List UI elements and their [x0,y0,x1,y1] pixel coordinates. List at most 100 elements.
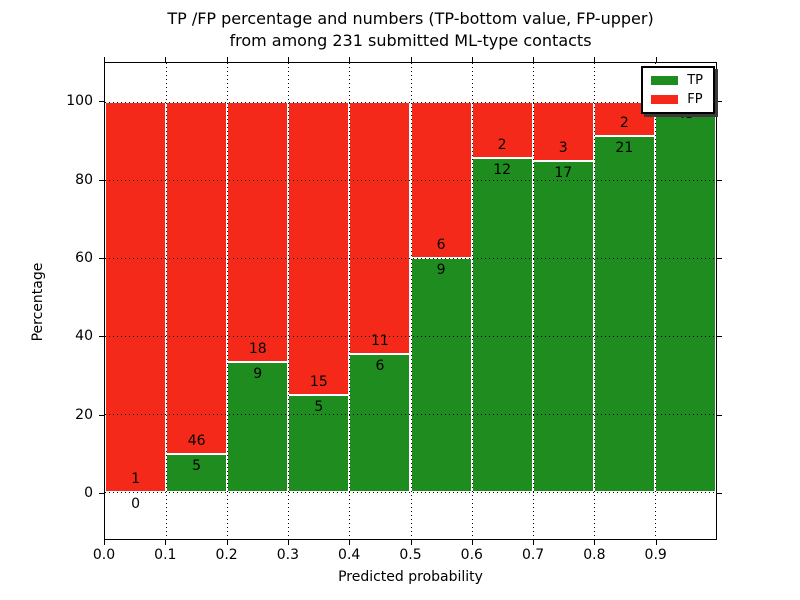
bar-segment-tp [593,135,655,493]
y-tick-label: 100 [66,93,93,110]
y-tick [99,414,104,416]
fp-count-label: 15 [309,373,328,390]
x-tick [165,540,167,545]
x-gridline [166,63,168,539]
x-tick-top [165,57,167,62]
y-tick-right [717,257,722,259]
legend-label-fp: FP [687,92,703,107]
tp-count-label: 9 [436,262,446,279]
x-tick [655,540,657,545]
bar-segment-tp [471,157,533,493]
x-tick-label: 0.4 [338,547,361,563]
x-tick-label: 0.9 [644,547,667,563]
x-tick-label: 0.5 [399,547,422,563]
y-tick-right [717,414,722,416]
bar-segment-tp [227,362,289,493]
x-tick [471,540,473,545]
tp-count-label: 21 [615,139,634,156]
x-tick-top [533,57,535,62]
bar-segment-tp [410,258,472,493]
x-tick-label: 0.6 [460,547,483,563]
x-tick [594,540,596,545]
legend: TP FP [641,66,715,114]
y-tick [99,179,104,181]
y-tick-right [717,101,722,103]
y-tick-label: 0 [84,484,93,501]
x-tick-top [655,57,657,62]
bar-segment-fp [105,102,167,493]
bar-segment-fp [349,102,411,355]
legend-entry-tp: TP [651,74,703,87]
x-tick-label: 0.7 [521,547,545,563]
tp-count-label: 6 [375,358,385,375]
tp-swatch-icon [651,76,679,85]
x-tick-label: 0.1 [154,547,177,563]
x-gridline [288,63,290,539]
fp-count-label: 3 [558,139,568,156]
y-tick-right [717,336,722,338]
chart-title-line2: from among 231 submitted ML-type contact… [229,31,592,50]
x-tick [104,540,105,545]
x-tick-label: 0.3 [276,547,300,563]
y-tick [99,101,104,103]
y-tick-label: 40 [75,328,93,345]
x-axis-label: Predicted probability [338,569,483,585]
bar-segment-tp [166,453,228,493]
legend-entry-fp: FP [651,93,703,106]
tp-count-label: 9 [253,366,263,383]
y-tick [99,336,104,338]
x-gridline [532,63,534,539]
fp-count-label: 6 [436,237,446,254]
y-tick-right [717,179,722,181]
x-gridline [593,63,595,539]
x-tick-label: 0.2 [215,547,238,563]
fp-count-label: 18 [248,341,267,358]
bar-segment-fp [166,102,228,454]
x-tick-label: 0.8 [583,547,606,563]
bar-segment-tp [532,160,594,493]
y-tick-label: 20 [75,406,93,423]
x-tick [226,540,228,545]
tp-count-label: 12 [493,161,512,178]
x-tick [349,540,351,545]
fp-count-label: 46 [187,432,206,449]
bar-segment-fp [288,102,350,395]
plot-area: TP FP 1046518915511669212317221043 [104,62,717,540]
tp-count-label: 5 [314,398,324,415]
x-tick-top [104,57,105,62]
bar-segment-tp [654,102,716,493]
x-tick-top [410,57,412,62]
x-tick-top [349,57,351,62]
x-gridline [654,63,656,539]
x-tick [533,540,535,545]
x-tick-top [594,57,596,62]
y-tick [99,257,104,259]
y-tick-right [717,492,722,494]
tp-count-label: 5 [192,457,202,474]
y-tick-label: 60 [75,249,93,266]
y-axis-label: Percentage [30,262,46,342]
bar-segment-tp [349,354,411,493]
y-tick-label: 80 [75,171,93,188]
x-gridline [410,63,412,539]
tp-count-label: 17 [554,164,573,181]
fp-count-label: 2 [619,114,629,131]
x-gridline [349,63,351,539]
tp-count-label: 0 [131,496,141,513]
chart-title-line1: TP /FP percentage and numbers (TP-bottom… [167,9,654,28]
x-tick [410,540,412,545]
fp-count-label: 1 [131,471,141,488]
x-tick-top [226,57,228,62]
x-tick [287,540,289,545]
x-gridline [227,63,229,539]
bar-segment-fp [227,102,289,363]
y-tick [99,492,104,494]
x-tick-label: 0.0 [92,547,116,563]
fp-count-label: 11 [371,333,389,350]
x-gridline [471,63,473,539]
legend-label-tp: TP [687,73,703,88]
fp-count-label: 2 [497,136,507,153]
x-tick-top [471,57,473,62]
fp-swatch-icon [651,95,679,104]
